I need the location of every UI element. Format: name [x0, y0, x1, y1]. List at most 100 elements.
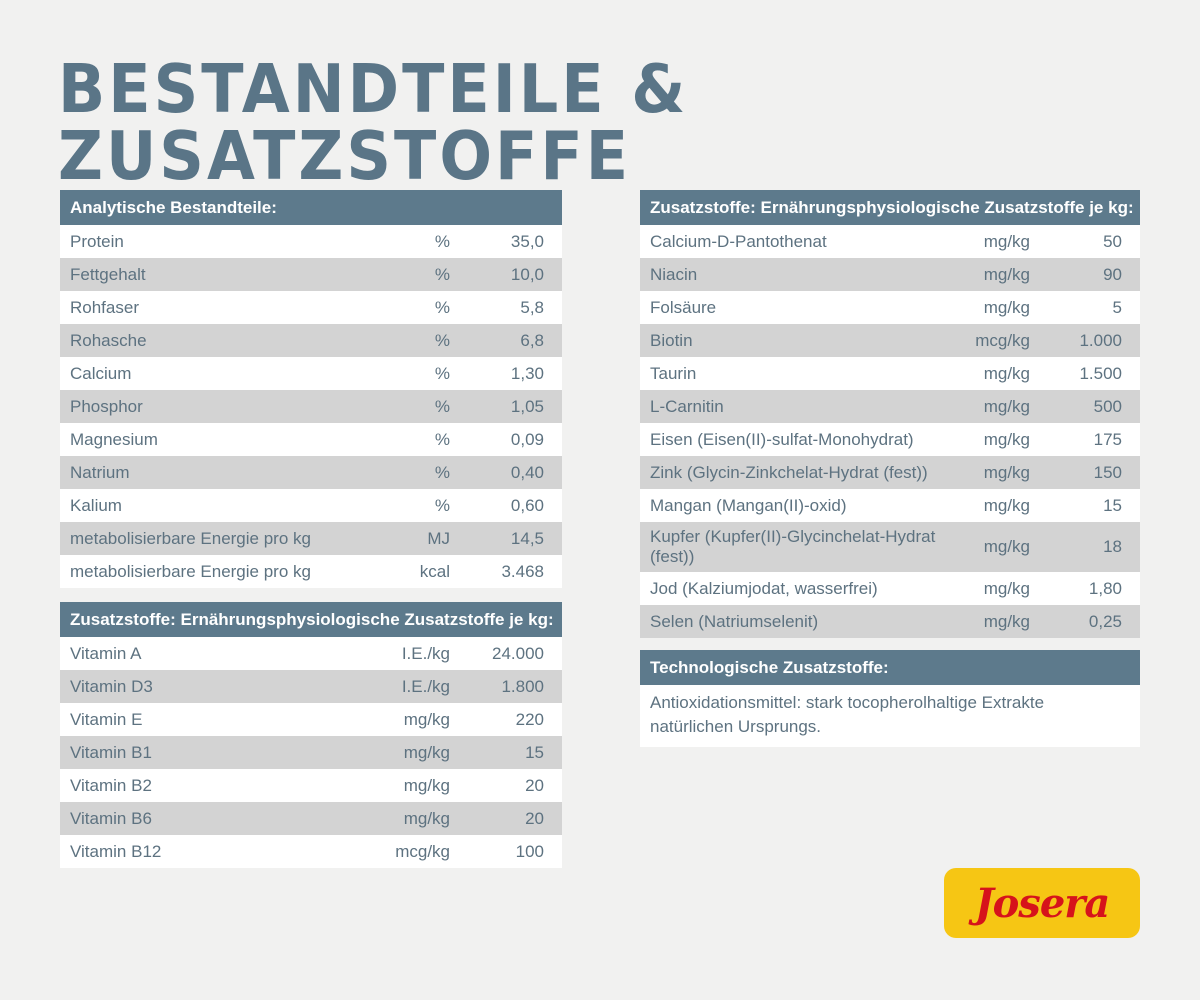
row-value: 35,0 — [510, 231, 544, 251]
table-row: Kupfer (Kupfer(II)-Glycinchelat-Hydrat (… — [640, 522, 1140, 572]
row-unit: % — [434, 330, 450, 350]
row-name: Vitamin D3 — [70, 676, 153, 696]
row-value: 1,05 — [510, 396, 544, 416]
row-value: 0,40 — [510, 462, 544, 482]
table-row: Zink (Glycin-Zinkchelat-Hydrat (fest)) mg… — [640, 456, 1140, 489]
row-unit: % — [434, 297, 450, 317]
row-value: 20 — [525, 808, 544, 828]
row-name: Calcium-D-Pantothenat — [650, 231, 827, 251]
table-row: Rohasche% 6,8 — [60, 324, 562, 357]
row-name: Phosphor — [70, 396, 143, 416]
row-unit: % — [434, 363, 450, 383]
row-value: 90 — [1103, 264, 1122, 284]
row-name: metabolisierbare Energie pro kg — [70, 528, 311, 548]
row-unit: mg/kg — [403, 775, 450, 795]
row-unit: % — [434, 429, 450, 449]
row-unit: mg/kg — [983, 297, 1030, 317]
analytic-table-header: Analytische Bestandteile: — [60, 190, 562, 225]
row-value: 1,80 — [1088, 578, 1122, 598]
row-name: Vitamin B6 — [70, 808, 152, 828]
table-row: Taurin mg/kg 1.500 — [640, 357, 1140, 390]
table-row: Eisen (Eisen(II)-sulfat-Monohydrat) mg/kg… — [640, 423, 1140, 456]
table-row: Vitamin A I.E./kg 24.000 — [60, 637, 562, 670]
row-value: 5,8 — [520, 297, 544, 317]
row-unit: % — [434, 462, 450, 482]
row-value: 15 — [525, 742, 544, 762]
table-row: Vitamin B12 mcg/kg 100 — [60, 835, 562, 868]
table-row: Jod (Kalziumjodat, wasserfrei) mg/kg 1,80 — [640, 572, 1140, 605]
table-row: Mangan (Mangan(II)-oxid) mg/kg 15 — [640, 489, 1140, 522]
row-value: 0,25 — [1088, 611, 1122, 631]
table-row: metabolisierbare Energie pro kg kcal 3.468 — [60, 555, 562, 588]
row-name: Magnesium — [70, 429, 158, 449]
table-row: Vitamin D3 I.E./kg 1.800 — [60, 670, 562, 703]
table-row: Vitamin B2 mg/kg 20 — [60, 769, 562, 802]
row-value: 175 — [1093, 429, 1122, 449]
mineral-table-header: Zusatzstoffe: Ernährungsphysiologische Z… — [640, 190, 1140, 225]
row-value: 10,0 — [510, 264, 544, 284]
row-unit: mg/kg — [983, 578, 1030, 598]
page-title: Bestandteile & Zusatzstoffe — [58, 49, 689, 196]
row-value: 1.000 — [1079, 330, 1122, 350]
table-row: Calcium-D-Pantothenat mg/kg 50 — [640, 225, 1140, 258]
technological-text: Antioxidationsmittel: stark tocopherolha… — [650, 693, 1045, 736]
row-unit: mg/kg — [983, 363, 1030, 383]
row-value: 20 — [525, 775, 544, 795]
row-name: Vitamin B2 — [70, 775, 152, 795]
row-unit: mg/kg — [983, 462, 1030, 482]
row-value: 3.468 — [501, 561, 544, 581]
row-unit: % — [434, 231, 450, 251]
row-unit: mg/kg — [403, 808, 450, 828]
row-unit: mg/kg — [983, 396, 1030, 416]
row-name: Vitamin E — [70, 709, 143, 729]
row-value: 0,60 — [510, 495, 544, 515]
row-name: Rohfaser — [70, 297, 139, 317]
table-row: Biotin mcg/kg 1.000 — [640, 324, 1140, 357]
row-value: 500 — [1093, 396, 1122, 416]
table-row: Protein% 35,0 — [60, 225, 562, 258]
row-name: metabolisierbare Energie pro kg — [70, 561, 311, 581]
row-unit: % — [434, 396, 450, 416]
row-unit: mg/kg — [403, 742, 450, 762]
row-value: 18 — [1103, 537, 1122, 556]
table-row: Natrium% 0,40 — [60, 456, 562, 489]
row-unit: mg/kg — [983, 537, 1030, 556]
table-row: Vitamin B1 mg/kg 15 — [60, 736, 562, 769]
row-unit: mg/kg — [983, 495, 1030, 515]
row-value: 6,8 — [520, 330, 544, 350]
table-row: L-Carnitin mg/kg 500 — [640, 390, 1140, 423]
table-row: Niacin mg/kg 90 — [640, 258, 1140, 291]
row-value: 50 — [1103, 231, 1122, 251]
row-name: Mangan (Mangan(II)-oxid) — [650, 495, 847, 515]
row-value: 1.800 — [501, 676, 544, 696]
row-name: Calcium — [70, 363, 132, 383]
row-unit: % — [434, 495, 450, 515]
row-value: 15 — [1103, 495, 1122, 515]
row-value: 1,30 — [510, 363, 544, 383]
row-name: Folsäure — [650, 297, 717, 317]
table-row: Folsäure mg/kg 5 — [640, 291, 1140, 324]
row-name: Eisen (Eisen(II)-sulfat-Monohydrat) — [650, 429, 914, 449]
row-name: Kupfer (Kupfer(II)-Glycinchelat-Hydrat (… — [650, 527, 936, 566]
table-row: Magnesium% 0,09 — [60, 423, 562, 456]
technological-table-header: Technologische Zusatzstoffe: — [640, 650, 1140, 685]
row-name: Niacin — [650, 264, 698, 284]
row-name: Biotin — [650, 330, 693, 350]
table-row: Rohfaser% 5,8 — [60, 291, 562, 324]
row-value: 5 — [1112, 297, 1122, 317]
vitamin-table: Zusatzstoffe: Ernährungsphysiologische Z… — [60, 602, 562, 868]
row-name: Vitamin B1 — [70, 742, 152, 762]
mineral-table: Zusatzstoffe: Ernährungsphysiologische Z… — [640, 190, 1140, 638]
josera-logo: Josera — [944, 868, 1140, 938]
table-row: Vitamin E mg/kg 220 — [60, 703, 562, 736]
vitamin-table-header: Zusatzstoffe: Ernährungsphysiologische Z… — [60, 602, 562, 637]
row-name: Protein — [70, 231, 124, 251]
row-unit: mg/kg — [983, 264, 1030, 284]
row-unit: mg/kg — [983, 429, 1030, 449]
table-row: Fettgehalt% 10,0 — [60, 258, 562, 291]
row-name: Fettgehalt — [70, 264, 146, 284]
row-unit: % — [434, 264, 450, 284]
row-value: 100 — [515, 841, 544, 861]
row-unit: I.E./kg — [401, 676, 450, 696]
analytic-table: Analytische Bestandteile: Protein% 35,0 Fe… — [60, 190, 562, 588]
